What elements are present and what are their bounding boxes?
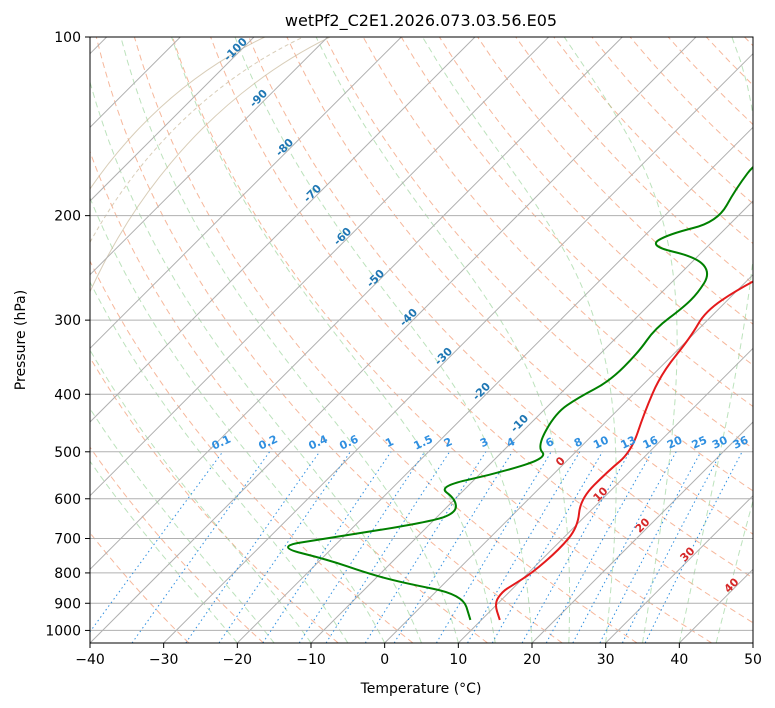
mixing-ratio-label: 36 (731, 433, 751, 451)
mixing-ratio-line (262, 451, 392, 643)
isotherm-line (457, 347, 753, 643)
isotherm-line (90, 37, 476, 423)
y-tick-label: 500 (54, 445, 81, 461)
x-tick-label: −10 (296, 652, 326, 668)
background-curve (90, 37, 332, 294)
isotherm-line (605, 494, 753, 643)
mixing-ratio-line (364, 451, 487, 643)
y-tick-label: 400 (54, 387, 81, 403)
dry-adiabat-line (90, 259, 414, 643)
y-tick-label: 800 (54, 566, 81, 582)
moist-adiabat-line (90, 80, 422, 643)
mixing-ratio-label: 30 (710, 433, 730, 451)
x-tick-label: −20 (223, 652, 253, 668)
moist-adiabat-line (90, 196, 386, 643)
mixing-ratio-label: 25 (690, 433, 709, 451)
moist-adiabat-line (563, 37, 678, 643)
y-tick-label: 900 (54, 596, 81, 612)
y-tick-label: 1000 (45, 623, 81, 639)
x-tick-label: 0 (380, 652, 389, 668)
dry-adiabat-line (286, 37, 753, 535)
x-tick-label: −40 (75, 652, 105, 668)
isotherm-line (90, 37, 329, 276)
x-tick-label: 50 (744, 652, 762, 668)
y-tick-label: 300 (54, 313, 81, 329)
mixing-ratio-line (325, 451, 451, 643)
mixing-ratio-line (218, 451, 351, 643)
x-tick-label: 30 (597, 652, 615, 668)
x-tick-label: 40 (670, 652, 688, 668)
x-axis-title: Temperature (°C) (360, 681, 482, 697)
dry-adiabat-line (324, 37, 753, 492)
plot-frame (89, 36, 754, 644)
mixing-ratio-line (298, 451, 426, 643)
y-tick-label: 100 (54, 30, 81, 46)
mixing-ratio-line (185, 451, 321, 643)
x-tick-label: 10 (449, 652, 467, 668)
axes: −40 −30 −20 −10 0 10 20 30 40 50 100 200 300 400 500 60… (45, 30, 762, 668)
isotherm-line (90, 37, 623, 571)
isotherm-line (163, 52, 753, 643)
dry-adiabat-line (210, 37, 753, 624)
profile-lines (287, 165, 753, 621)
isotherm-line (90, 37, 697, 643)
isotherm-line (90, 37, 402, 350)
mixing-ratio-label: 10 (591, 433, 611, 451)
dry-adiabat-line (133, 37, 638, 643)
dry-adiabat-line (477, 37, 753, 325)
y-tick-label: 600 (54, 492, 81, 508)
isotherm-line (310, 200, 753, 643)
y-tick-label: 200 (54, 209, 81, 225)
y-tick-label: 700 (54, 532, 81, 548)
dry-adiabat-line (95, 37, 563, 643)
profile-line (495, 280, 753, 621)
isotherm-line (90, 37, 550, 497)
mixing-ratio-line (467, 451, 581, 643)
x-tick-label: 20 (523, 652, 541, 668)
dry-adiabat-line (172, 37, 712, 643)
isotherm-line (531, 421, 753, 643)
chart-title: wetPf2_C2E1.2026.073.03.56.E05 (285, 11, 557, 31)
mixing-ratio-label: 20 (665, 433, 685, 451)
isotherm-line (90, 37, 255, 202)
moist-adiabat-line (422, 37, 617, 643)
moist-adiabat-line (90, 407, 275, 643)
dry-adiabat-line (515, 37, 753, 285)
x-tick-label: −30 (149, 652, 179, 668)
moist-adiabat-line (715, 498, 753, 643)
mixing-ratio-line (572, 451, 677, 643)
y-axis-title: Pressure (hPa) (13, 290, 29, 390)
dry-adiabat-line (90, 446, 264, 643)
isotherm-line (236, 126, 753, 643)
mixing-ratio-label: 16 (641, 433, 661, 451)
mixing-ratio-line (393, 451, 513, 643)
moist-adiabat-line (678, 37, 753, 643)
moist-adiabat-line (90, 460, 238, 643)
mixing-ratio-label: 13 (619, 433, 638, 451)
mixing-ratio-line (599, 451, 702, 643)
profile-line (287, 165, 753, 621)
mixing-ratio-line (435, 451, 552, 643)
moist-adiabat-line (315, 37, 571, 643)
dry-adiabat-line (248, 37, 753, 579)
